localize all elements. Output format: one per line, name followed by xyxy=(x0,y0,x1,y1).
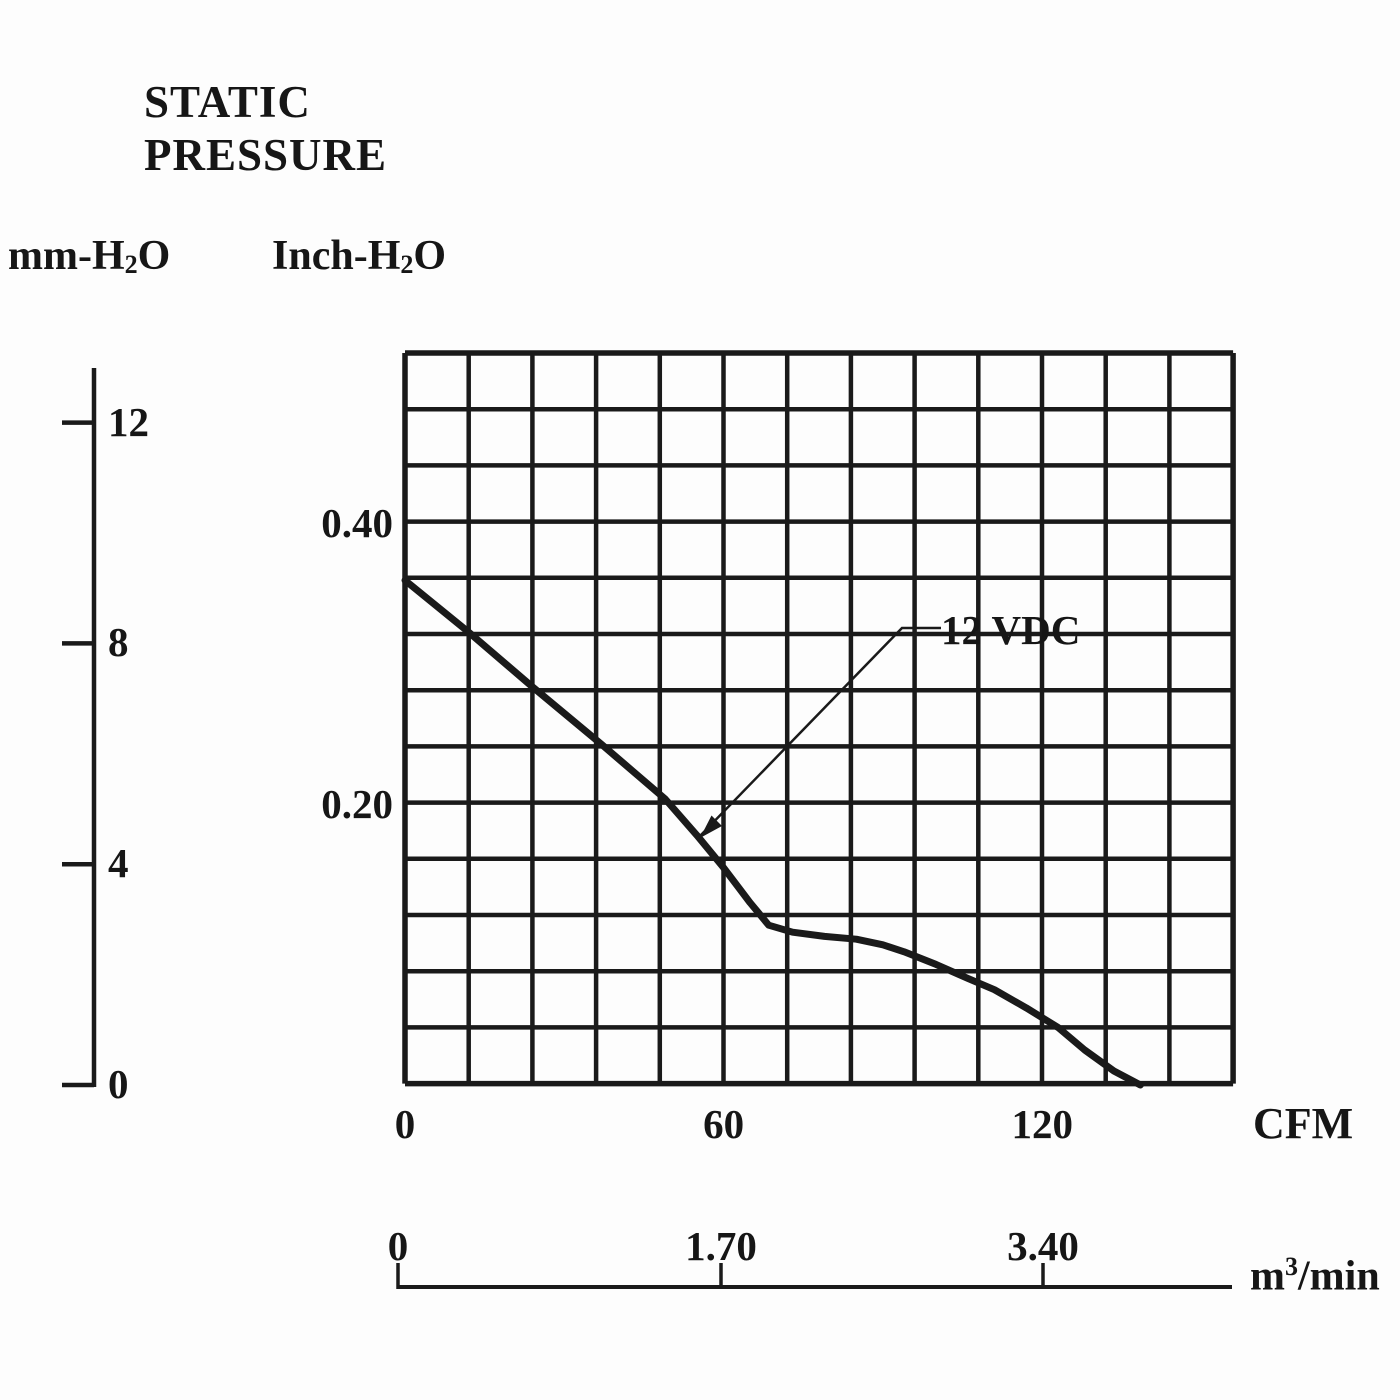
leader-line xyxy=(699,626,941,837)
chart-title: STATIC PRESSURE xyxy=(144,76,387,182)
m3min-tick-label: 3.40 xyxy=(1007,1223,1079,1269)
chart-title-line2: PRESSURE xyxy=(144,130,388,180)
mm-tick-label: 4 xyxy=(108,840,129,887)
cfm-tick-label: 120 xyxy=(1011,1101,1073,1147)
mm-tick-label: 8 xyxy=(108,619,129,666)
m3min-axis xyxy=(396,1263,1232,1289)
cfm-unit-label: CFM xyxy=(1253,1099,1354,1148)
series-label-12vdc: 12 VDC xyxy=(941,607,1081,653)
inch-h2o-unit-label: Inch-H2O xyxy=(272,233,447,280)
m3min-unit-label: m3/min xyxy=(1250,1252,1380,1300)
mm-tick-label: 12 xyxy=(108,398,149,445)
mm-h2o-axis xyxy=(62,368,97,1088)
chart-title-line1: STATIC xyxy=(144,77,311,127)
m3min-tick-label: 0 xyxy=(387,1223,409,1269)
cfm-tick-label: 60 xyxy=(703,1101,745,1147)
m3min-axis-ticks xyxy=(396,1263,1045,1289)
cfm-tick-label: 0 xyxy=(394,1101,416,1147)
plot-grid xyxy=(402,350,1236,1087)
inch-tick-label: 0.40 xyxy=(321,500,393,547)
leader-arrowhead xyxy=(700,815,722,838)
inch-tick-label: 0.20 xyxy=(321,780,393,827)
mm-h2o-unit-label: mm-H2O xyxy=(8,233,171,280)
mm-axis-ticks xyxy=(62,420,94,1088)
m3min-tick-label: 1.70 xyxy=(685,1223,757,1269)
mm-tick-label: 0 xyxy=(108,1061,129,1108)
performance-curve-12vdc xyxy=(401,576,1144,1089)
